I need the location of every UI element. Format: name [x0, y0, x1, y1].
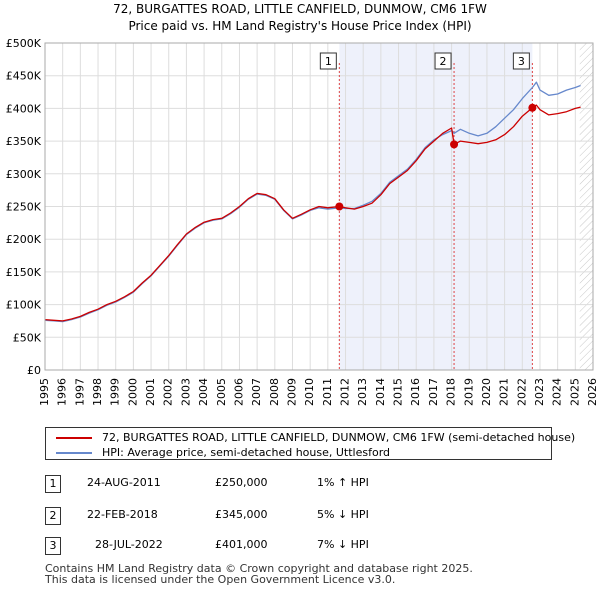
x-tick-label: 2015 [392, 378, 405, 406]
x-tick-label: 2001 [144, 378, 157, 406]
chart-marker-box [434, 52, 452, 70]
x-tick-label: 2007 [250, 378, 263, 406]
legend-label-hpi: HPI: Average price, semi-detached house,… [102, 446, 391, 459]
transaction-point [335, 202, 344, 211]
legend-label-property: 72, BURGATTES ROAD, LITTLE CANFIELD, DUN… [102, 431, 576, 444]
chart-marker-label: 2 [440, 55, 447, 68]
chart-legend: 72, BURGATTES ROAD, LITTLE CANFIELD, DUN… [45, 427, 575, 460]
x-tick-label: 1999 [109, 378, 122, 406]
x-tick-label: 2022 [515, 378, 528, 406]
x-tick-label: 1995 [38, 378, 51, 406]
y-tick-label: £250K [6, 201, 42, 214]
x-tick-label: 1996 [56, 378, 69, 406]
y-tick-label: £300K [6, 168, 42, 181]
plot-frame [44, 42, 594, 371]
y-tick-label: £150K [6, 266, 42, 279]
footer-copyright: Contains HM Land Registry data © Crown c… [45, 562, 473, 575]
x-tick-label: 2020 [480, 378, 493, 406]
legend-swatch-red [56, 437, 92, 439]
x-tick-label: 2004 [197, 378, 210, 406]
y-tick-label: £200K [6, 233, 42, 246]
price-chart: 72, BURGATTES ROAD, LITTLE CANFIELD, DUN… [6, 2, 599, 406]
transaction-hpi: 1% ↑ HPI [317, 476, 369, 489]
y-tick-label: £50K [13, 331, 42, 344]
x-tick-label: 2002 [162, 378, 175, 406]
x-tick-label: 2011 [321, 378, 334, 406]
footer: Contains HM Land Registry data © Crown c… [45, 563, 473, 585]
transaction-point [450, 140, 459, 149]
chart-title: 72, BURGATTES ROAD, LITTLE CANFIELD, DUN… [113, 2, 487, 16]
transaction-hpi: 7% ↓ HPI [317, 538, 369, 551]
x-tick-label: 2024 [551, 378, 564, 406]
legend-item-hpi: HPI: Average price, semi-detached house,… [56, 446, 390, 460]
x-tick-label: 2019 [462, 378, 475, 406]
y-tick-label: £0 [27, 364, 41, 377]
legend-item-property: 72, BURGATTES ROAD, LITTLE CANFIELD, DUN… [56, 431, 575, 445]
x-tick-label: 2016 [409, 378, 422, 406]
x-tick-label: 2023 [533, 378, 546, 406]
x-tick-label: 2006 [232, 378, 245, 406]
x-tick-label: 2025 [568, 378, 581, 406]
chart-marker-box [512, 52, 530, 70]
y-tick-label: £400K [6, 102, 42, 115]
transaction-date: 24-AUG-2011 [87, 476, 161, 489]
transaction-date: 28-JUL-2022 [95, 538, 163, 551]
y-tick-label: £350K [6, 135, 42, 148]
x-tick-label: 2026 [586, 378, 599, 406]
transaction-marker: 3 [45, 537, 61, 555]
transaction-date: 22-FEB-2018 [87, 508, 158, 521]
chart-subtitle: Price paid vs. HM Land Registry's House … [128, 19, 471, 33]
x-tick-label: 2003 [179, 378, 192, 406]
x-tick-label: 2018 [445, 378, 458, 406]
x-tick-label: 2008 [268, 378, 281, 406]
x-tick-label: 2013 [356, 378, 369, 406]
transaction-price: £401,000 [215, 538, 268, 551]
x-tick-label: 2017 [427, 378, 440, 406]
legend-swatch-blue [56, 452, 92, 454]
x-tick-label: 2000 [126, 378, 139, 406]
transaction-point [528, 103, 537, 112]
x-tick-label: 1997 [73, 378, 86, 406]
x-tick-label: 2010 [303, 378, 316, 406]
y-tick-label: £100K [6, 299, 42, 312]
x-tick-label: 2009 [285, 378, 298, 406]
chart-marker-label: 1 [325, 55, 332, 68]
x-tick-label: 2012 [339, 378, 352, 406]
transaction-price: £250,000 [215, 476, 268, 489]
transaction-marker: 2 [45, 507, 61, 525]
transaction-hpi: 5% ↓ HPI [317, 508, 369, 521]
y-tick-label: £500K [6, 37, 42, 50]
x-tick-label: 2014 [374, 378, 387, 406]
x-tick-label: 1998 [91, 378, 104, 406]
series-line [44, 104, 581, 322]
chart-marker-box [319, 52, 337, 70]
y-tick-label: £450K [6, 70, 42, 83]
x-tick-label: 2021 [498, 378, 511, 406]
footer-licence: This data is licensed under the Open Gov… [45, 573, 396, 586]
transaction-price: £345,000 [215, 508, 268, 521]
transaction-marker: 1 [45, 475, 61, 493]
chart-marker-label: 3 [518, 55, 525, 68]
x-tick-label: 2005 [215, 378, 228, 406]
